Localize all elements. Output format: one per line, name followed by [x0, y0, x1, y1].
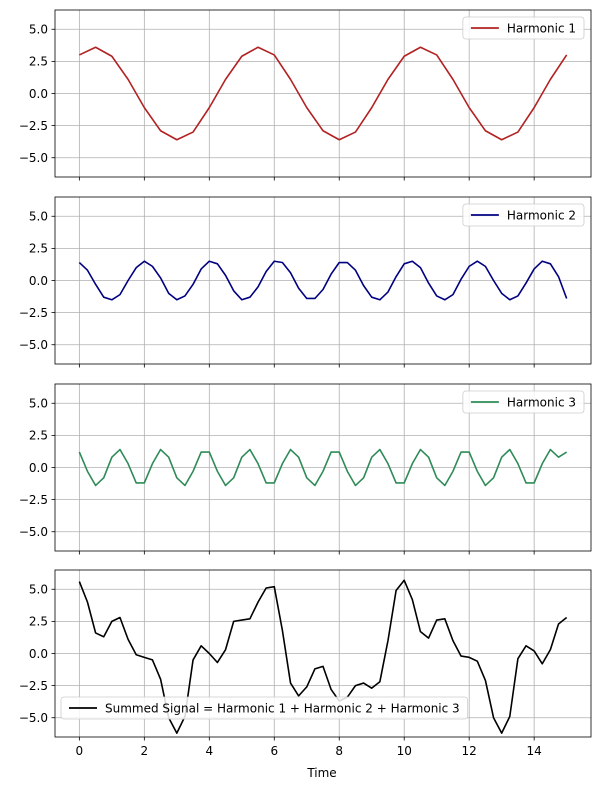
series-line-2 — [78, 260, 568, 301]
y-tick-label: −2.5 — [19, 306, 48, 320]
legend-1: Harmonic 1 — [462, 16, 585, 40]
legend-box — [60, 696, 469, 720]
x-tick-label: 14 — [527, 744, 542, 758]
x-axis-title: Time — [306, 766, 336, 780]
x-tick-label: 6 — [270, 744, 278, 758]
series-line-1 — [79, 46, 568, 141]
x-tick-label: 2 — [141, 744, 149, 758]
legend-3: Harmonic 3 — [462, 390, 585, 414]
legend-2: Harmonic 2 — [462, 203, 585, 227]
y-tick-label: 0.0 — [29, 87, 48, 101]
y-tick-label: 0.0 — [29, 461, 48, 475]
series-line-4 — [78, 579, 568, 734]
y-tick-label: 0.0 — [29, 274, 48, 288]
legend-label: Harmonic 3 — [507, 395, 576, 409]
legend-box — [462, 390, 585, 414]
y-tick-label: −2.5 — [19, 119, 48, 133]
legend-4: Summed Signal = Harmonic 1 + Harmonic 2 … — [60, 696, 469, 720]
y-tick-label: −5.0 — [19, 525, 48, 539]
series-line-3 — [78, 448, 568, 487]
y-tick-label: 2.5 — [29, 429, 48, 443]
y-tick-label: −5.0 — [19, 151, 48, 165]
y-tick-label: −5.0 — [19, 711, 48, 725]
x-tick-label: 8 — [335, 744, 343, 758]
legend-box — [462, 203, 585, 227]
x-tick-label: 10 — [397, 744, 412, 758]
legend-box — [462, 16, 585, 40]
y-tick-label: 2.5 — [29, 242, 48, 256]
y-tick-label: 2.5 — [29, 55, 48, 69]
y-tick-label: 5.0 — [29, 210, 48, 224]
subplot-4: −5.0 −2.5 0.0 2.5 5.0 0 2 4 6 8 10 12 14 Summed Signa… — [19, 569, 592, 758]
legend-label: Harmonic 2 — [507, 208, 576, 222]
y-tick-label: −2.5 — [19, 493, 48, 507]
y-tick-label: 5.0 — [29, 23, 48, 37]
x-tick-label: 12 — [462, 744, 477, 758]
subplot-2: −5.0 −2.5 0.0 2.5 5.0 Harmonic 2 — [19, 196, 592, 368]
y-tick-label: 0.0 — [29, 647, 48, 661]
y-tick-label: 5.0 — [29, 583, 48, 597]
subplot-1: −5.0 −2.5 0.0 2.5 5.0 Harmonic 1 — [19, 9, 592, 181]
legend-label: Harmonic 1 — [507, 21, 576, 35]
y-tick-label: 2.5 — [29, 615, 48, 629]
y-tick-label: −5.0 — [19, 338, 48, 352]
subplots: −5.0 −2.5 0.0 2.5 5.0 Harmonic 1 −5.0 −2.5 0.0 2.… — [19, 9, 592, 758]
y-tick-label: −2.5 — [19, 679, 48, 693]
x-tick-label: 4 — [205, 744, 213, 758]
y-tick-label: 5.0 — [29, 397, 48, 411]
x-tick-label: 0 — [76, 744, 84, 758]
subplot-3: −5.0 −2.5 0.0 2.5 5.0 Harmonic 3 — [19, 383, 592, 555]
legend-label: Summed Signal = Harmonic 1 + Harmonic 2 … — [105, 701, 460, 715]
